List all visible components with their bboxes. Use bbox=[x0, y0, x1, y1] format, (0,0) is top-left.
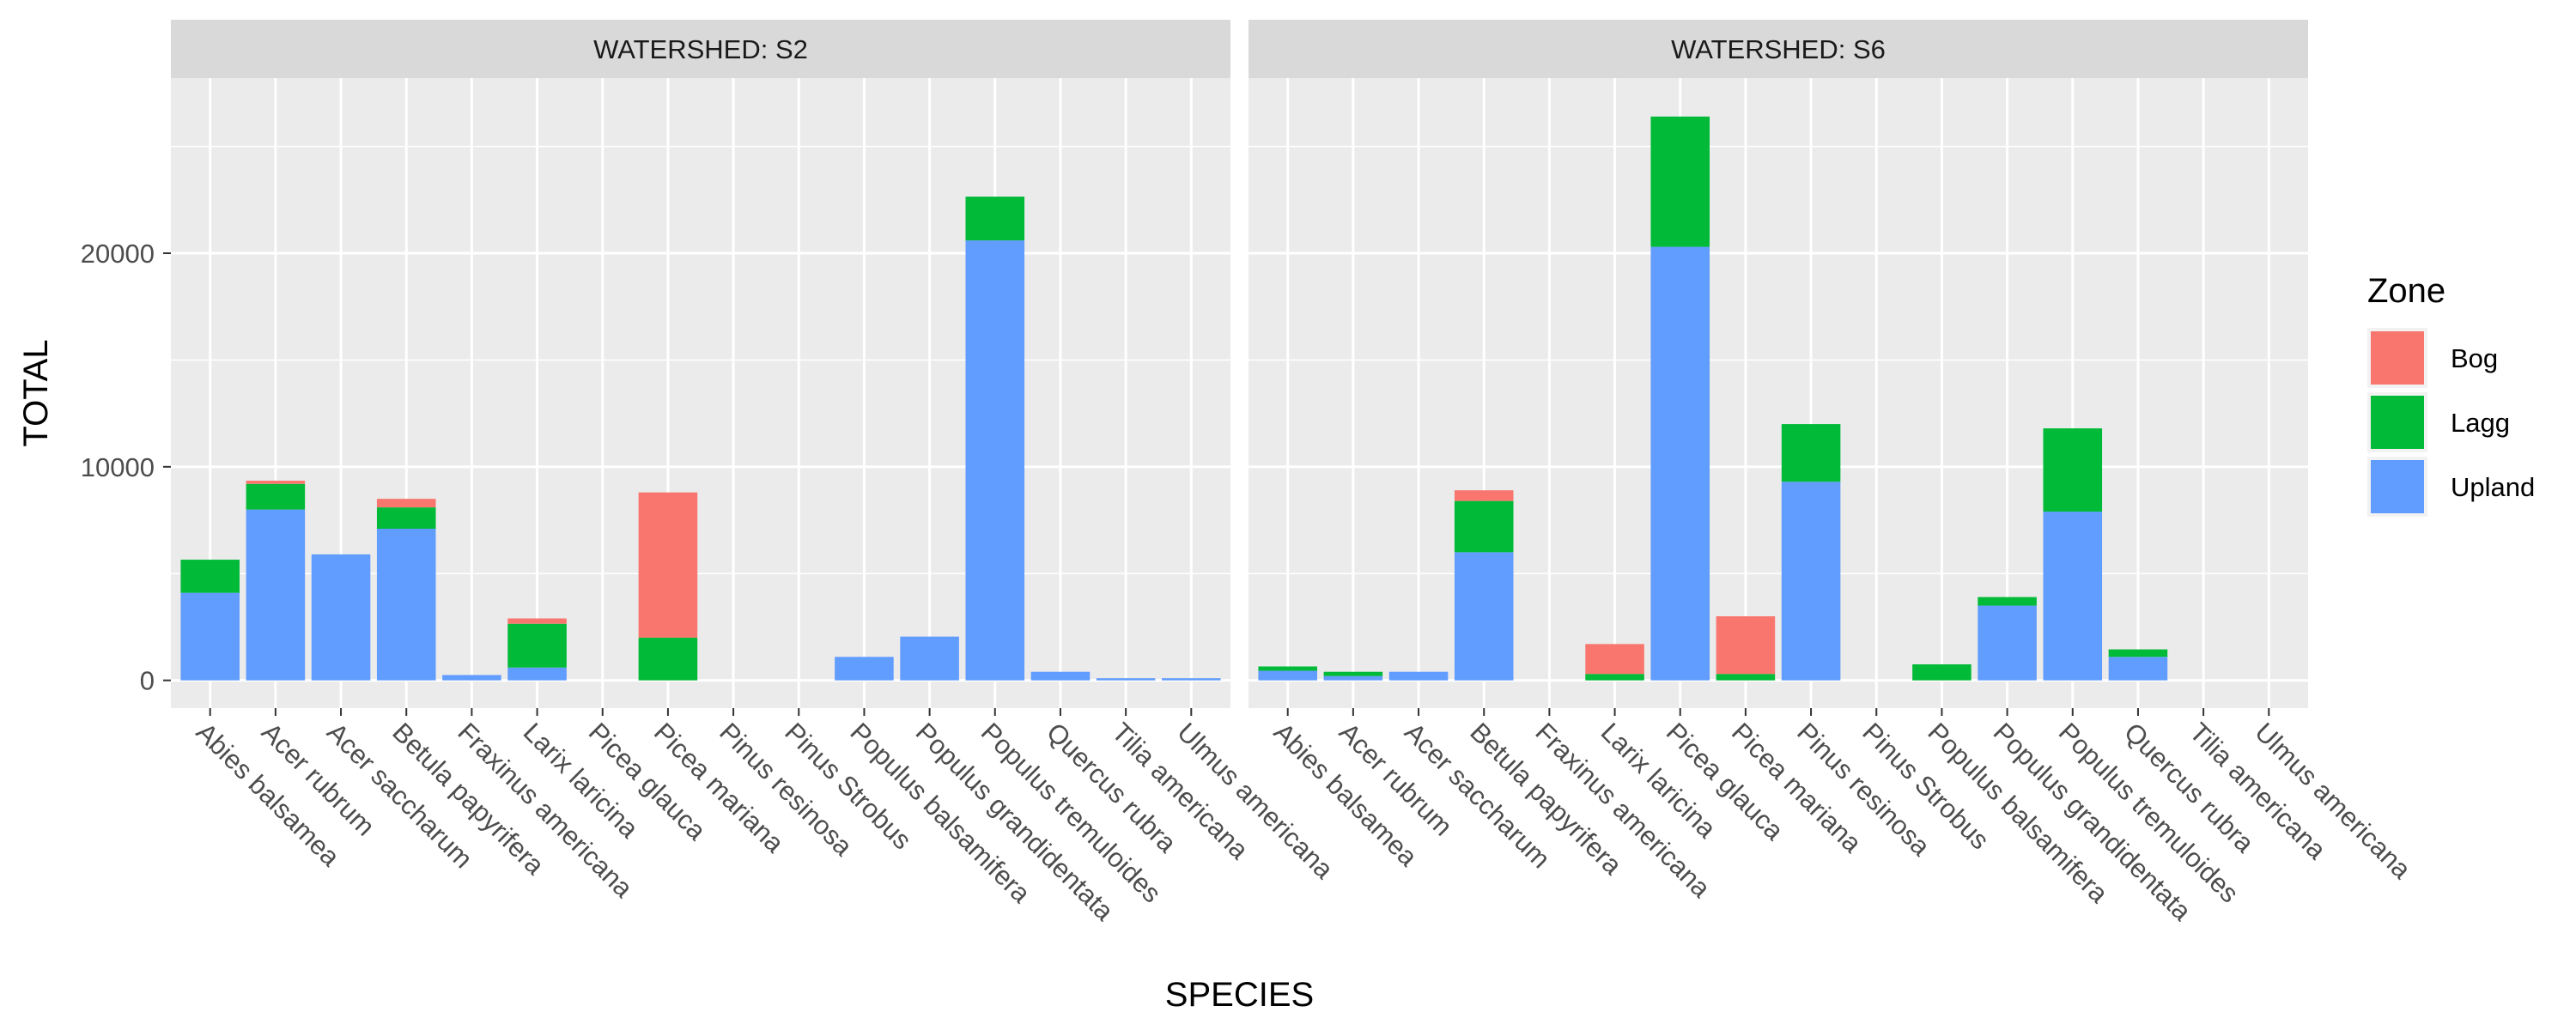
facet-strip-label: WATERSHED: S6 bbox=[1671, 34, 1886, 64]
legend-key-bog bbox=[2371, 331, 2424, 385]
bar-upland bbox=[246, 509, 306, 681]
bar-lagg bbox=[1258, 666, 1317, 671]
facet-strip bbox=[1249, 20, 2308, 78]
bar-lagg bbox=[2043, 428, 2103, 512]
bar-upland bbox=[1030, 671, 1091, 681]
bar-lagg bbox=[1650, 116, 1710, 247]
legend-key-upland bbox=[2371, 460, 2424, 513]
bar-upland bbox=[1781, 482, 1841, 681]
bar-upland bbox=[2043, 512, 2103, 681]
x-axis-title: SPECIES bbox=[1165, 976, 1314, 1014]
bar-upland bbox=[1388, 671, 1449, 681]
bar-bog bbox=[1454, 490, 1514, 501]
bar-lagg bbox=[1912, 663, 1971, 681]
bar-bog bbox=[1716, 616, 1776, 675]
bar-lagg bbox=[965, 197, 1025, 241]
bar-lagg bbox=[1454, 500, 1514, 553]
bar-upland bbox=[180, 592, 240, 681]
y-axis-title: TOTAL bbox=[17, 339, 55, 446]
bar-bog bbox=[1585, 644, 1644, 675]
y-tick-label: 20000 bbox=[81, 239, 155, 269]
bar-upland bbox=[442, 675, 501, 681]
bar-lagg bbox=[507, 623, 567, 668]
bar-upland bbox=[835, 657, 894, 681]
bar-bog bbox=[507, 618, 567, 624]
bar-lagg bbox=[638, 637, 698, 681]
bar-upland bbox=[965, 240, 1025, 681]
bar-upland bbox=[900, 636, 959, 681]
bar-bog bbox=[376, 499, 436, 508]
bar-lagg bbox=[1585, 674, 1644, 681]
y-tick-label: 10000 bbox=[81, 452, 155, 482]
bar-lagg bbox=[2108, 649, 2168, 657]
bar-upland bbox=[1650, 246, 1710, 681]
bar-bog bbox=[638, 492, 698, 638]
bar-upland bbox=[376, 528, 436, 681]
bar-bog bbox=[246, 481, 306, 484]
bar-upland bbox=[1978, 605, 2037, 681]
y-tick-label: 0 bbox=[140, 666, 155, 696]
bar-lagg bbox=[246, 483, 306, 510]
bar-upland bbox=[311, 554, 371, 681]
legend-label-lagg: Lagg bbox=[2451, 408, 2510, 438]
legend-title: Zone bbox=[2367, 272, 2445, 310]
legend-label-bog: Bog bbox=[2451, 343, 2498, 373]
facet-strip-label: WATERSHED: S2 bbox=[593, 34, 808, 64]
bar-lagg bbox=[1716, 674, 1776, 681]
bar-upland bbox=[507, 667, 567, 681]
bar-upland bbox=[2108, 657, 2168, 681]
bar-upland bbox=[1454, 552, 1514, 681]
bar-lagg bbox=[1781, 424, 1841, 482]
panel-background bbox=[1249, 78, 2308, 708]
bar-lagg bbox=[1978, 597, 2037, 606]
bar-lagg bbox=[180, 560, 240, 593]
legend-key-lagg bbox=[2371, 396, 2424, 449]
facet-strip bbox=[171, 20, 1230, 78]
bar-lagg bbox=[376, 507, 436, 529]
bar-upland bbox=[1096, 678, 1156, 681]
legend-label-upland: Upland bbox=[2451, 472, 2535, 502]
bar-lagg bbox=[1323, 671, 1383, 676]
bar-upland bbox=[1162, 678, 1221, 681]
bar-upland bbox=[1258, 670, 1317, 681]
bar-upland bbox=[1323, 676, 1383, 681]
